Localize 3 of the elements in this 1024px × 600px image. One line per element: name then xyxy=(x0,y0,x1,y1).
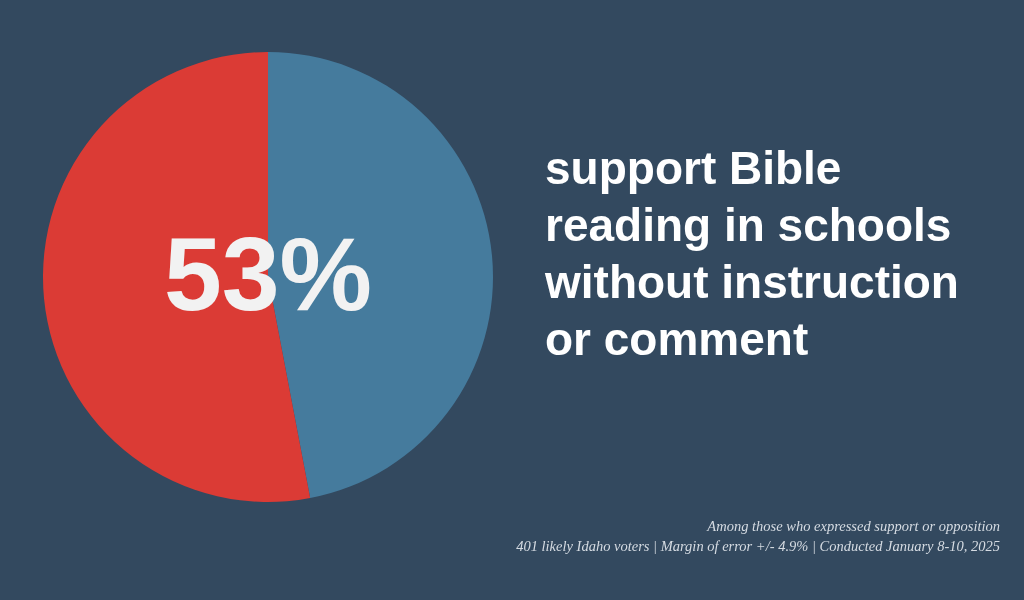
text: Among those who expressed support or opposition xyxy=(705,517,1000,536)
text: 401 likely Idaho voters | Margin of error +/- 4.9% | Conducted January 8-10, 2025 xyxy=(516,537,1000,556)
text: support Bible reading in schools without instruction or comment xyxy=(545,141,960,367)
